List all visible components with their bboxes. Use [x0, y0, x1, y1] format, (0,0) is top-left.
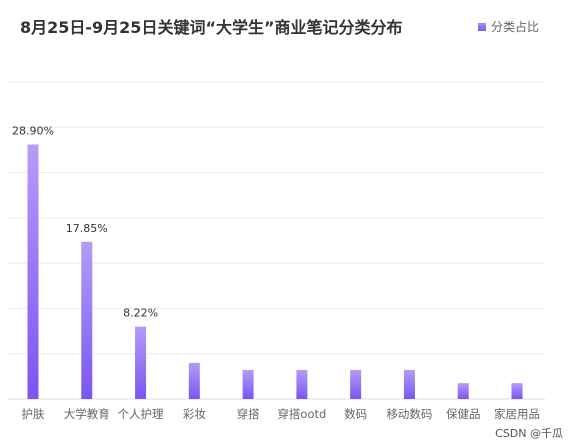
bars — [27, 144, 523, 399]
x-tick-label: 个人护理 — [118, 407, 164, 421]
bar[interactable] — [81, 241, 93, 399]
x-tick-label: 穿搭 — [237, 407, 260, 421]
legend-label: 分类占比 — [490, 20, 539, 34]
legend[interactable]: 分类占比 — [477, 18, 539, 35]
gridlines — [8, 81, 545, 400]
bar[interactable] — [511, 383, 523, 399]
x-axis-ticks: 护肤 大学教育 个人护理 彩妆 穿搭 穿搭ootd 数码 移动数码 保健品 家居用品 — [22, 407, 541, 421]
x-tick-label: 穿搭ootd — [277, 407, 326, 421]
bar[interactable] — [403, 369, 415, 399]
watermark: CSDN @千瓜 — [495, 427, 563, 440]
x-tick-label: 家居用品 — [494, 407, 540, 421]
x-tick-label: 移动数码 — [386, 407, 432, 421]
bar[interactable] — [457, 383, 469, 399]
x-tick-label: 护肤 — [22, 407, 45, 421]
bar[interactable] — [296, 369, 308, 399]
x-tick-label: 彩妆 — [183, 407, 206, 421]
bar[interactable] — [242, 369, 254, 399]
x-tick-label: 大学教育 — [64, 407, 110, 421]
chart-title: 8月25日-9月25日关键词“大学生”商业笔记分类分布 — [20, 18, 403, 37]
bar[interactable] — [350, 369, 362, 399]
data-label: 8.22% — [123, 307, 158, 320]
legend-swatch — [477, 22, 486, 31]
data-label: 28.90% — [12, 125, 54, 138]
x-tick-label: 数码 — [344, 407, 367, 421]
x-tick-label: 保健品 — [446, 407, 481, 421]
bar[interactable] — [135, 326, 147, 399]
bar[interactable] — [188, 362, 200, 399]
bar[interactable] — [27, 144, 39, 399]
data-label: 17.85% — [66, 222, 108, 235]
data-labels: 28.90% 17.85% 8.22% — [12, 125, 158, 320]
